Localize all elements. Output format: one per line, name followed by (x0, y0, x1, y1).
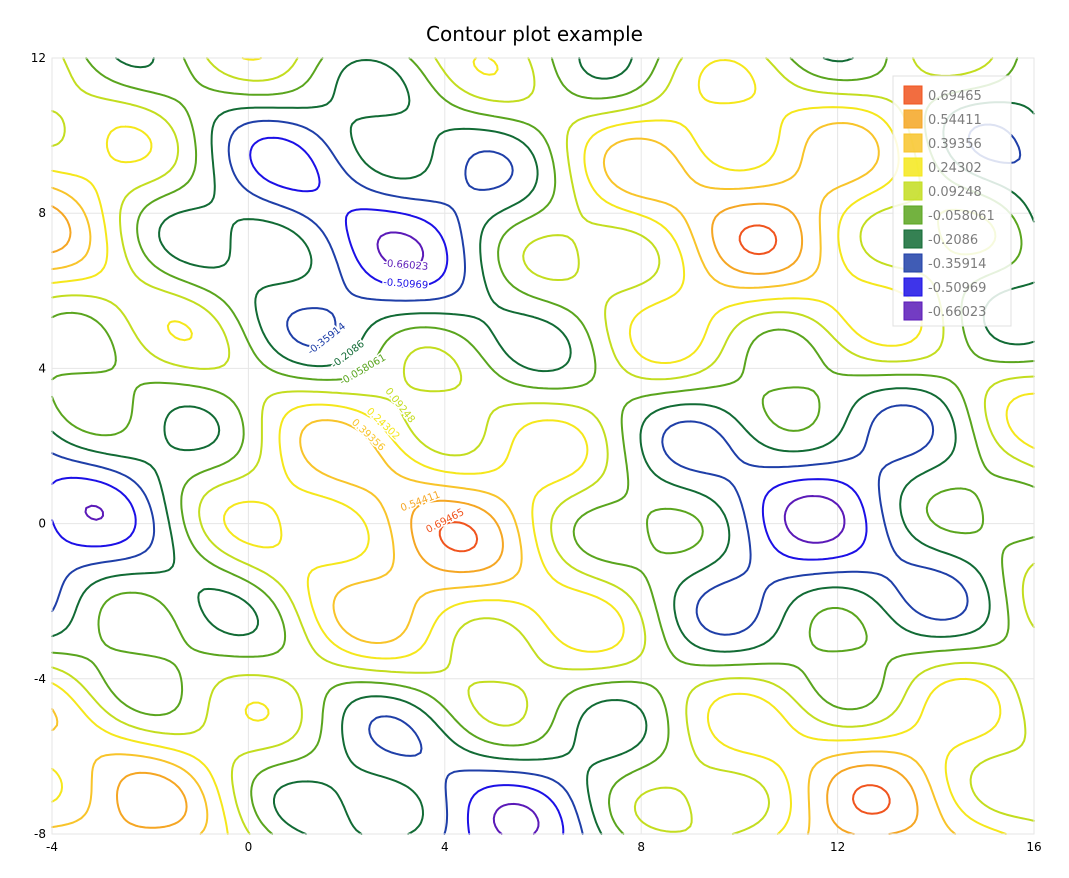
legend-swatch (903, 157, 923, 177)
legend-label: 0.24302 (928, 161, 982, 176)
legend-swatch (903, 277, 923, 297)
legend-swatch (903, 253, 923, 273)
legend-label: 0.54411 (928, 113, 982, 128)
legend-label: 0.69465 (928, 89, 982, 104)
y-tick-label: -8 (34, 827, 46, 841)
contour-line-4 (51, 57, 1035, 835)
x-tick-label: -4 (46, 840, 58, 854)
contour-lines (51, 57, 1035, 835)
contour-line-3 (51, 57, 1035, 835)
contour-line-7 (51, 119, 1022, 835)
x-tick-label: 0 (245, 840, 253, 854)
legend: 0.69465 0.54411 0.39356 0.24302 0.09248 -0.05… (892, 75, 1012, 327)
contour-line-8 (51, 136, 868, 835)
x-tick-label: 4 (441, 840, 449, 854)
contour-label-0: 0.69465 (424, 507, 466, 536)
legend-swatch (903, 133, 923, 153)
y-tick-label: -4 (34, 672, 46, 686)
y-tick-label: 0 (38, 517, 46, 531)
y-tick-label: 4 (38, 361, 46, 375)
contour-line-1 (51, 202, 919, 835)
legend-swatch (903, 85, 923, 105)
legend-swatch (903, 109, 923, 129)
y-tick-label: 12 (31, 51, 46, 65)
x-tick-label: 8 (637, 840, 645, 854)
y-tick-label: 8 (38, 206, 46, 220)
legend-label: -0.058061 (928, 209, 995, 224)
legend-label: 0.09248 (928, 185, 982, 200)
grid (51, 57, 1035, 835)
x-tick-label: 12 (830, 840, 845, 854)
contour-label-4: 0.09248 (382, 386, 416, 425)
contour-label-1: 0.54411 (399, 489, 442, 514)
legend-label: 0.39356 (928, 137, 982, 152)
legend-label: -0.66023 (928, 305, 986, 320)
legend-swatch (903, 205, 923, 225)
contour-line-2 (51, 122, 957, 835)
contour-line-9 (84, 231, 846, 835)
x-tick-label: 16 (1026, 840, 1041, 854)
legend-label: -0.50969 (928, 281, 986, 296)
chart-title: Contour plot example (426, 22, 643, 46)
contour-line-5 (51, 57, 1035, 835)
legend-label: -0.35914 (928, 257, 986, 272)
legend-swatch (903, 181, 923, 201)
contour-label-9: -0.66023 (383, 258, 429, 273)
contour-line-0 (438, 224, 891, 815)
contour-label-8: -0.50969 (383, 277, 429, 291)
legend-swatch (903, 301, 923, 321)
legend-label: -0.2086 (928, 233, 978, 248)
legend-swatch (903, 229, 923, 249)
plot-frame (51, 57, 1035, 835)
contour-line-6 (51, 57, 1035, 835)
